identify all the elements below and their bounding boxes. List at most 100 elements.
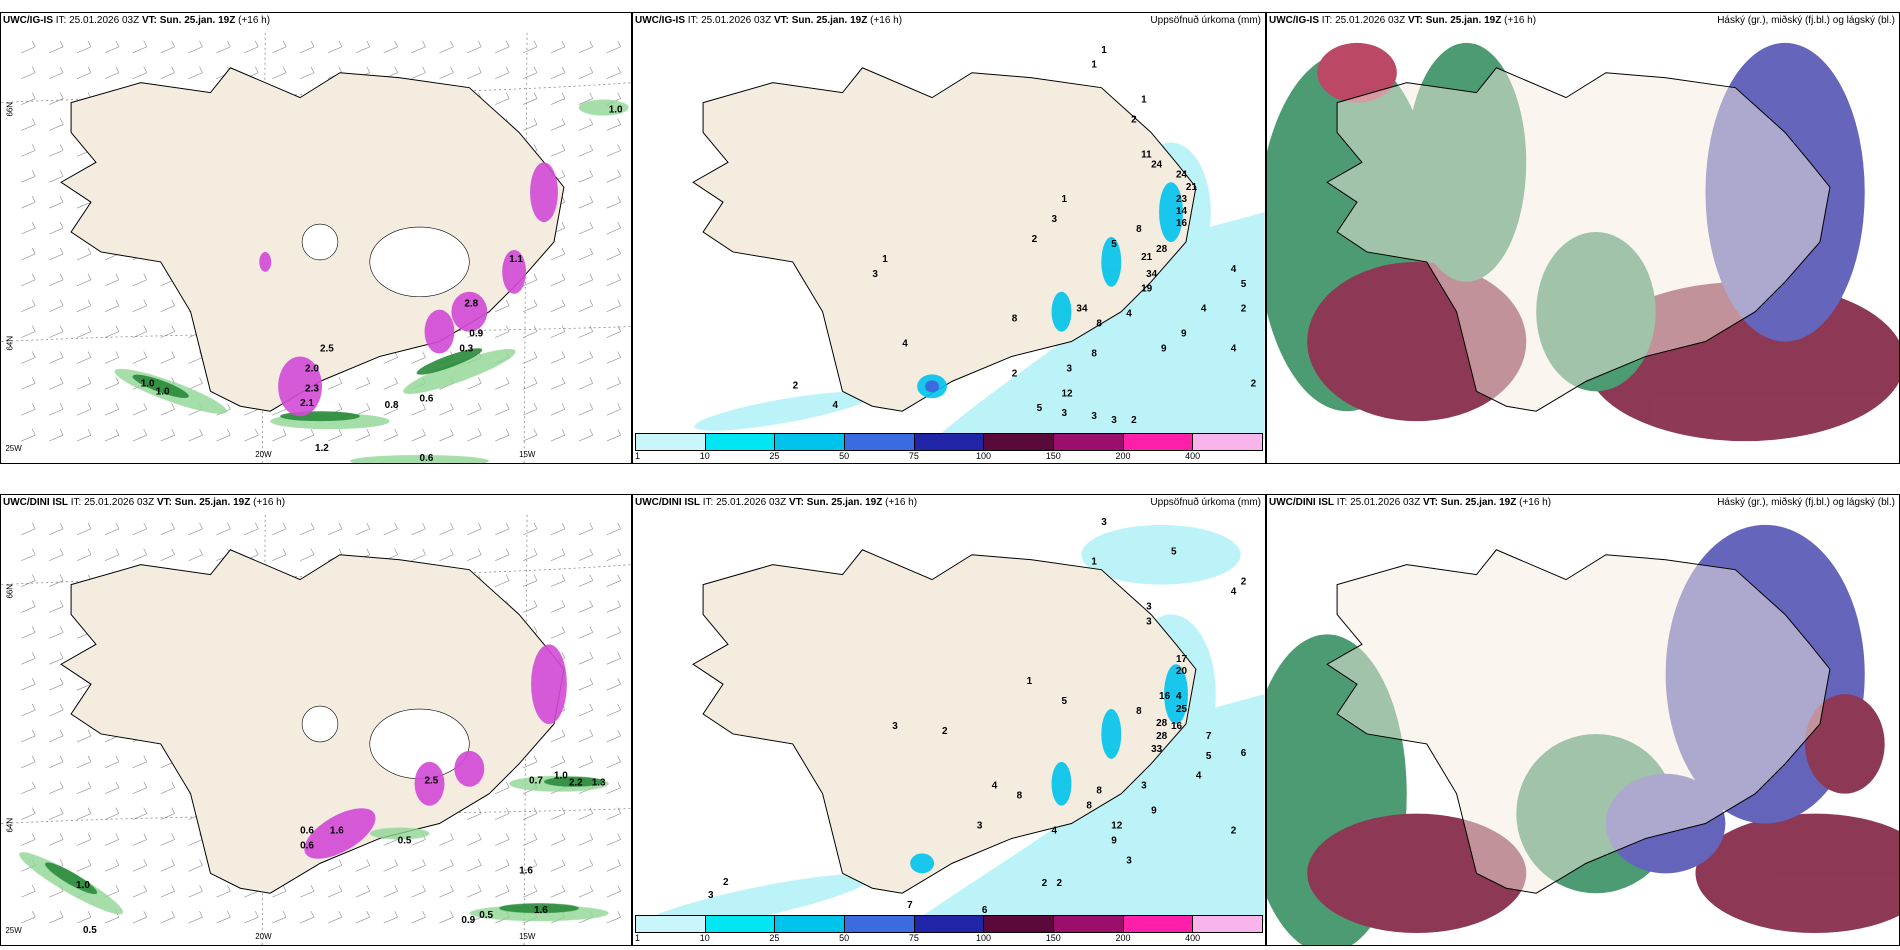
cloud-map [1267,495,1899,945]
svg-text:21: 21 [1186,182,1198,193]
svg-text:11: 11 [1141,149,1152,160]
svg-text:2: 2 [1241,304,1247,315]
legend-label: 400 [1185,933,1201,943]
legend-swatch [984,916,1055,932]
svg-text:24: 24 [1151,159,1163,170]
svg-text:4: 4 [902,339,908,350]
svg-text:3: 3 [1052,214,1058,225]
svg-text:4: 4 [1201,304,1207,315]
svg-text:3: 3 [872,269,878,280]
svg-text:8: 8 [1086,801,1092,812]
legend-label: 25 [769,451,780,461]
legend-label: 100 [976,933,992,943]
svg-text:33: 33 [1151,744,1163,755]
legend-swatch [984,434,1055,450]
legend-swatch [1193,434,1263,450]
svg-text:12: 12 [1111,821,1123,832]
svg-text:2.3: 2.3 [305,383,319,394]
svg-text:3: 3 [892,721,898,732]
svg-text:1.0: 1.0 [76,880,90,891]
svg-text:20: 20 [1176,666,1188,677]
svg-text:8: 8 [1096,786,1102,797]
svg-text:4: 4 [1231,343,1237,354]
svg-text:4: 4 [1231,264,1237,275]
svg-text:1: 1 [1027,676,1033,687]
svg-text:1: 1 [1091,557,1097,568]
svg-text:2.1: 2.1 [300,398,314,409]
svg-text:1: 1 [1101,45,1107,56]
precip-legend: 1 10 25 50 75 100 150 200 400 [635,433,1263,461]
svg-text:0.5: 0.5 [479,910,493,921]
legend-swatch [636,916,706,932]
legend-swatch [705,434,776,450]
svg-text:1.6: 1.6 [330,825,344,836]
svg-text:20W: 20W [255,932,272,941]
legend-swatch [914,434,985,450]
legend-label: 200 [1115,933,1131,943]
legend-swatch [636,434,706,450]
svg-text:4: 4 [1052,825,1058,836]
legend-swatch [1054,916,1124,932]
legend-swatch [845,916,915,932]
svg-text:5: 5 [1062,696,1068,707]
svg-text:5: 5 [1111,239,1117,250]
svg-text:0.6: 0.6 [420,453,434,463]
svg-text:2.5: 2.5 [425,776,439,787]
svg-text:15W: 15W [519,932,536,941]
svg-text:0.3: 0.3 [459,343,473,354]
svg-text:1.0: 1.0 [554,771,568,782]
svg-text:8: 8 [1012,314,1018,325]
svg-text:0.6: 0.6 [300,840,314,851]
panel-title: UWC/DINI ISL IT: 25.01.2026 03Z VT: Sun.… [1267,495,1899,511]
map-panel-igis-clouds: UWC/IG-IS IT: 25.01.2026 03Z VT: Sun. 25… [1266,12,1900,464]
svg-text:8: 8 [1091,348,1097,359]
legend-label: 150 [1045,451,1061,461]
svg-text:8: 8 [1017,791,1023,802]
svg-text:66N: 66N [5,102,14,117]
svg-text:2: 2 [1251,378,1257,389]
svg-text:6: 6 [1241,748,1247,759]
map-panel-dini-precip: UWC/DINI ISL IT: 25.01.2026 03Z VT: Sun.… [632,494,1266,946]
svg-text:25: 25 [1176,704,1188,715]
legend-swatch [1054,434,1124,450]
svg-text:64N: 64N [5,818,14,833]
panel-title: UWC/IG-IS IT: 25.01.2026 03Z VT: Sun. 25… [3,15,271,26]
svg-text:34: 34 [1076,304,1088,315]
map-panel-dini-wind: UWC/DINI ISL IT: 25.01.2026 03Z VT: Sun.… [0,494,632,946]
svg-text:1: 1 [882,254,888,265]
svg-text:2: 2 [1012,368,1018,379]
svg-text:2: 2 [1241,577,1247,588]
svg-text:2.5: 2.5 [320,343,334,354]
svg-text:3: 3 [1126,855,1132,866]
wind-precip-map: 1.0 2.2 1.3 0.7 1.6 1.6 0.6 0.5 1.6 0.5 … [1,514,631,945]
svg-text:3: 3 [1091,411,1097,422]
svg-text:64N: 64N [5,336,14,351]
wind-precip-map: 1.0 2.8 0.9 2.5 0.3 1.1 1.0 1.0 2.0 2.3 … [1,32,631,463]
svg-text:1.2: 1.2 [315,443,329,454]
svg-text:1: 1 [1141,95,1147,106]
precip-map: 1 1 2 1 11 24 21 23 14 16 1 3 2 8 5 21 2… [692,45,1265,442]
svg-text:8: 8 [1096,319,1102,330]
svg-text:25W: 25W [5,444,22,453]
svg-text:3: 3 [1146,601,1152,612]
svg-text:5: 5 [1241,279,1247,290]
svg-text:0.6: 0.6 [300,825,314,836]
svg-text:23: 23 [1176,194,1188,205]
svg-text:9: 9 [1161,343,1167,354]
svg-text:1.1: 1.1 [509,254,523,265]
panel-title: UWC/IG-IS IT: 25.01.2026 03Z VT: Sun. 25… [1267,13,1899,29]
svg-text:28: 28 [1156,731,1168,742]
legend-label: 1 [635,451,641,461]
precip-legend: 1 10 25 50 75 100 150 200 400 [635,915,1263,943]
svg-text:14: 14 [1176,206,1188,217]
svg-text:28: 28 [1156,244,1168,255]
svg-text:1.3: 1.3 [592,778,606,789]
legend-label: 10 [699,933,710,943]
legend-swatch [775,434,846,450]
svg-text:2: 2 [1131,115,1137,126]
svg-text:1: 1 [1091,60,1097,71]
svg-text:3: 3 [1066,363,1072,374]
svg-text:1.6: 1.6 [519,865,533,876]
map-panel-dini-clouds: UWC/DINI ISL IT: 25.01.2026 03Z VT: Sun.… [1266,494,1900,946]
legend-swatch [775,916,846,932]
